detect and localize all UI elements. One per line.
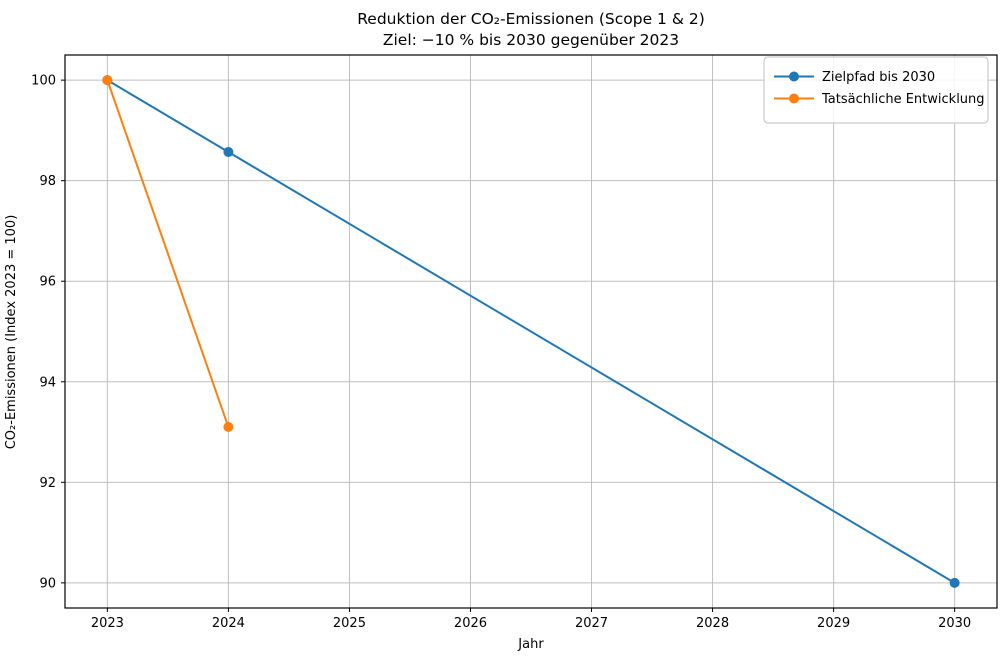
data-series	[102, 75, 960, 588]
x-tick-label: 2030	[938, 616, 971, 631]
x-tick-label: 2023	[91, 616, 124, 631]
x-tick-label: 2024	[212, 616, 245, 631]
x-tick-label: 2026	[454, 616, 487, 631]
legend-sample-marker	[789, 93, 799, 104]
series-line	[106, 79, 956, 584]
data-point-marker	[102, 75, 113, 86]
legend-box	[763, 56, 989, 124]
legend-entry: Tatsächliche Entwicklung	[774, 92, 985, 107]
legend-entry: Zielpfad bis 2030	[774, 70, 935, 85]
legend-entry-label: Tatsächliche Entwicklung	[821, 92, 985, 107]
series-tats-chliche-entwicklung	[102, 75, 234, 433]
series-zielpfad-bis-2030	[102, 75, 960, 588]
y-tick-label: 92	[39, 476, 56, 491]
series-line	[106, 79, 230, 429]
x-tick-label: 2029	[817, 616, 850, 631]
y-tick-label: 94	[39, 375, 56, 390]
x-tick-label: 2028	[696, 616, 729, 631]
y-tick-label: 90	[39, 576, 56, 591]
x-tick-label: 2025	[333, 616, 366, 631]
x-axis-label: Jahr	[517, 637, 544, 652]
legend-entry-label: Zielpfad bis 2030	[822, 70, 935, 85]
y-axis-label: CO₂-Emissionen (Index 2023 = 100)	[4, 215, 19, 450]
y-tick-label: 96	[39, 275, 56, 290]
x-tick-label: 2027	[575, 616, 608, 631]
chart-subtitle: Ziel: −10 % bis 2030 gegenüber 2023	[383, 31, 679, 49]
chart-title: Reduktion der CO₂-Emissionen (Scope 1 & …	[357, 10, 705, 28]
y-tick-label: 100	[31, 74, 56, 89]
data-point-marker	[223, 422, 234, 433]
axes-spines	[64, 54, 998, 609]
plot-border	[64, 54, 998, 609]
legend-sample-marker	[789, 71, 799, 82]
legend: Zielpfad bis 2030 Tatsächliche Entwicklun…	[763, 56, 989, 124]
data-point-marker	[949, 577, 960, 588]
y-tick-label: 98	[39, 174, 56, 189]
data-point-marker	[223, 147, 234, 158]
axis-ticks: 2023 2024 2025 2026 2027 2028 2029 2030 90 92 94 96…	[31, 74, 971, 631]
